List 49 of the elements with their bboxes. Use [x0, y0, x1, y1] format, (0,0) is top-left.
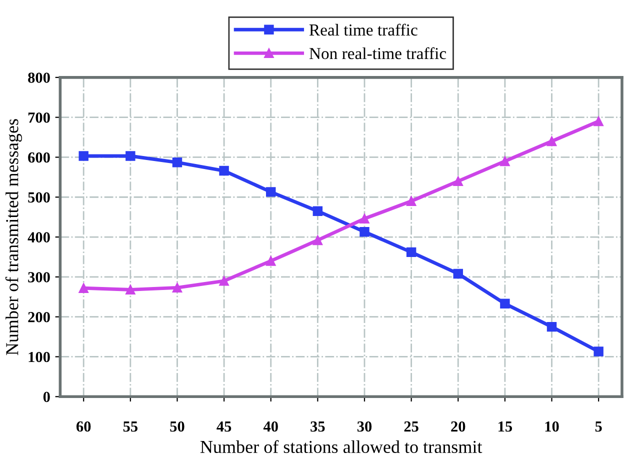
point [312, 235, 323, 246]
point [78, 151, 88, 161]
point [406, 196, 416, 206]
point [594, 116, 604, 126]
point [406, 247, 416, 258]
point [500, 298, 510, 309]
x-tick-label: 50 [170, 421, 184, 432]
x-tick-label: 35 [310, 421, 325, 432]
point [172, 158, 182, 168]
point [266, 256, 276, 266]
y-tick-label: 100 [28, 352, 50, 362]
y-axis-title: Number of transmitted messages [5, 119, 22, 356]
y-tick-label: 700 [28, 112, 50, 123]
y-tick-label: 400 [28, 232, 50, 242]
y-tick-label: 800 [28, 72, 50, 83]
point [312, 206, 323, 216]
y-tick-label: 0 [43, 392, 50, 402]
x-tick-label: 55 [123, 422, 138, 432]
x-tick-label: 30 [357, 421, 372, 432]
x-tick-label: 40 [263, 421, 278, 432]
point [360, 226, 370, 237]
x-tick-label: 10 [545, 421, 559, 432]
point [360, 214, 370, 224]
x-tick-label: 15 [498, 421, 512, 432]
y-tick-label: 200 [28, 312, 50, 322]
point [500, 156, 510, 166]
x-tick-label: 60 [76, 421, 91, 432]
x-tick-label: 45 [216, 421, 232, 432]
x-tick-label: 20 [451, 421, 466, 432]
point [219, 276, 229, 286]
point [546, 136, 557, 146]
x-tick-label: 5 [595, 422, 602, 432]
point [266, 187, 276, 197]
point [594, 346, 604, 356]
point [219, 166, 229, 176]
point [126, 151, 136, 161]
point [78, 283, 88, 293]
y-tick-label: 500 [28, 192, 50, 203]
point [453, 176, 463, 186]
point [453, 268, 463, 279]
point [126, 284, 136, 295]
y-tick-label: 300 [28, 272, 50, 282]
legend-label: Real time traffic [309, 24, 418, 36]
x-axis-title: Number of stations allowed to transmit [200, 440, 482, 454]
legend-label: Non real-time traffic [309, 47, 446, 60]
y-tick-label: 600 [28, 152, 50, 163]
point [172, 282, 182, 293]
point [546, 322, 557, 332]
x-tick-label: 25 [404, 421, 418, 432]
